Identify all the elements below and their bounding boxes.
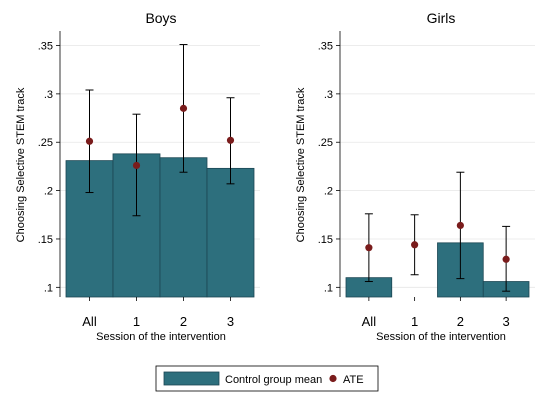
x-tick-label: All bbox=[362, 314, 377, 329]
ate-point bbox=[411, 241, 419, 249]
y-tick-label: .2 bbox=[324, 186, 333, 198]
ate-point bbox=[456, 221, 464, 230]
ate-point bbox=[179, 104, 188, 112]
x-axis-label: Session of the intervention bbox=[96, 331, 226, 343]
x-tick-label: 3 bbox=[227, 314, 234, 329]
y-tick-label: .3 bbox=[44, 89, 53, 101]
panel-title: Girls bbox=[427, 10, 456, 26]
y-axis-label: Choosing Selective STEM track bbox=[15, 87, 27, 242]
y-tick-label: .1 bbox=[44, 282, 53, 294]
x-tick-label: 3 bbox=[503, 314, 510, 329]
y-tick-label: .15 bbox=[318, 234, 333, 246]
x-tick-label: 2 bbox=[457, 314, 464, 329]
ate-point bbox=[85, 137, 94, 145]
y-tick-label: .25 bbox=[318, 137, 333, 149]
ate-point bbox=[502, 255, 510, 263]
y-tick-label: .25 bbox=[38, 137, 53, 149]
legend-swatch-control-mean bbox=[163, 371, 220, 386]
y-tick-label: .1 bbox=[324, 282, 333, 294]
panel-girls: Girls .1 .15 .2 .25 .3 .35 All 1 2 3 Session of … bbox=[295, 10, 535, 343]
legend-label-control-mean: Control group mean bbox=[225, 374, 322, 386]
bar-control-mean bbox=[159, 157, 208, 298]
y-tick-label: .35 bbox=[318, 41, 333, 53]
y-tick-label: .35 bbox=[38, 41, 53, 53]
legend-marker-ate bbox=[329, 374, 337, 383]
panel-boys: Boys .1 .15 .2 .25 .3 .35 All 1 2 3 Session of t… bbox=[15, 10, 260, 343]
bar-control-mean bbox=[206, 167, 255, 298]
x-axis-label: Session of the intervention bbox=[376, 331, 506, 343]
y-tick-label: .2 bbox=[44, 186, 53, 198]
x-tick-label: 1 bbox=[411, 314, 418, 329]
legend: Control group mean ATE bbox=[155, 365, 379, 392]
y-tick-label: .15 bbox=[38, 234, 53, 246]
x-tick-label: 1 bbox=[133, 314, 140, 329]
legend-label-ate: ATE bbox=[343, 374, 364, 386]
y-tick-label: .3 bbox=[324, 89, 333, 101]
x-tick-label: All bbox=[82, 314, 97, 329]
y-axis-label: Choosing Selective STEM track bbox=[295, 87, 307, 242]
x-tick-label: 2 bbox=[180, 314, 187, 329]
panel-title: Boys bbox=[145, 10, 176, 26]
ate-point bbox=[365, 244, 373, 252]
ate-point bbox=[132, 161, 141, 170]
ate-point bbox=[226, 136, 235, 144]
